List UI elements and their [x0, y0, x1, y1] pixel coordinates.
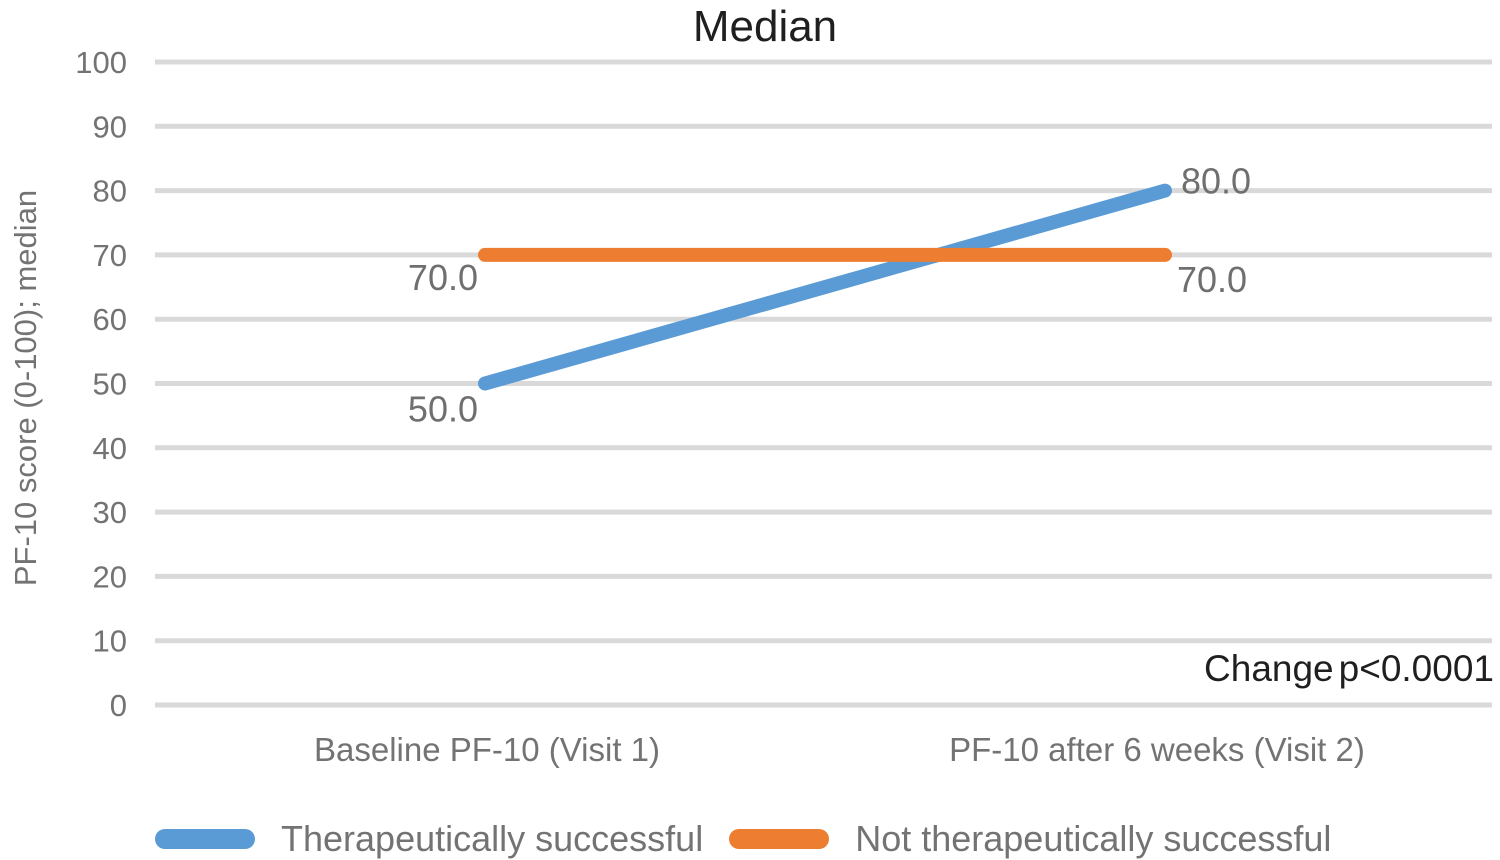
x-category-label-visit1: Baseline PF-10 (Visit 1)	[313, 731, 661, 768]
legend-label-therapeutically-successful: Therapeutically successful	[281, 818, 704, 859]
legend-swatch-blue-icon	[155, 829, 255, 849]
y-tick-label: 10	[93, 624, 127, 659]
y-tick-label: 70	[93, 238, 127, 273]
chart-legend: Therapeutically successful Not therapeut…	[155, 818, 1331, 860]
p-value-annotation-value: p<0.0001	[1338, 648, 1494, 689]
data-label: 80.0	[1181, 161, 1251, 202]
p-value-annotation: Change p<0.0001	[1204, 648, 1494, 690]
legend-swatch-orange-icon	[729, 829, 830, 849]
data-label: 70.0	[408, 257, 478, 298]
legend-item-not-therapeutically-successful: Not therapeutically successful	[729, 818, 1331, 860]
y-tick-label: 40	[93, 431, 127, 466]
y-tick-label: 20	[93, 559, 127, 594]
y-tick-label: 100	[75, 45, 127, 80]
y-tick-label: 80	[93, 174, 127, 209]
x-category-label-visit2: PF-10 after 6 weeks (Visit 2)	[949, 731, 1365, 768]
y-tick-label: 50	[93, 367, 127, 402]
p-value-annotation-label: Change	[1204, 648, 1334, 689]
y-tick-label: 0	[110, 688, 127, 723]
chart-title: Median	[692, 2, 838, 51]
y-tick-label: 90	[93, 109, 127, 144]
data-label: 50.0	[408, 389, 478, 430]
data-label: 70.0	[1177, 259, 1247, 300]
series-line-0	[478, 183, 1172, 391]
y-axis-title: PF-10 score (0-100); median	[8, 189, 43, 587]
legend-label-not-therapeutically-successful: Not therapeutically successful	[855, 818, 1332, 859]
y-tick-label: 30	[93, 495, 127, 530]
y-tick-label: 60	[93, 302, 127, 337]
legend-item-therapeutically-successful: Therapeutically successful	[155, 818, 703, 860]
